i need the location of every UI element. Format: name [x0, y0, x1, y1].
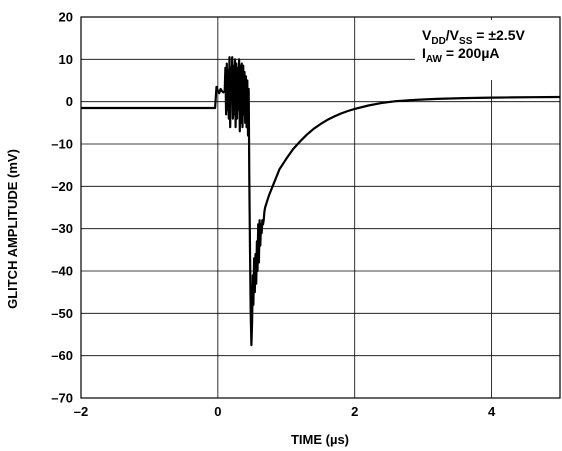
series-layer: [81, 56, 561, 347]
annotation-line-1: VDD/VSS = ±2.5V: [422, 27, 525, 47]
y-tick-label: 20: [59, 10, 73, 25]
y-tick-label: 10: [59, 52, 73, 67]
y-tick-label: –70: [51, 391, 73, 406]
y-tick-label: –20: [51, 179, 73, 194]
y-axis-title: GLITCH AMPLITUDE (mV): [5, 149, 20, 309]
x-axis-title: TIME (µs): [291, 432, 349, 447]
plot-frame: [80, 16, 561, 399]
y-tick-label: –30: [51, 221, 73, 236]
y-tick-label: 0: [66, 94, 73, 109]
y-tick-label: –40: [51, 264, 73, 279]
annotation-background: [415, 20, 560, 80]
y-tick-labels: 20 10 0 –10 –20 –30 –40 –50 –60 –70: [51, 10, 73, 406]
x-tick-label: 2: [351, 404, 358, 419]
series-line-0: [81, 56, 561, 347]
y-tick-label: –10: [51, 137, 73, 152]
annotation-line-2: IAW = 200µA: [422, 45, 500, 65]
x-tick-labels: –2 0 2 4: [74, 404, 496, 419]
x-tick-label: 0: [214, 404, 221, 419]
x-tick-label: –2: [74, 404, 88, 419]
x-tick-label: 4: [488, 404, 496, 419]
y-tick-label: –50: [51, 306, 73, 321]
supply-annotation: VDD/VSS = ±2.5V IAW = 200µA: [415, 20, 560, 80]
y-tick-label: –60: [51, 348, 73, 363]
